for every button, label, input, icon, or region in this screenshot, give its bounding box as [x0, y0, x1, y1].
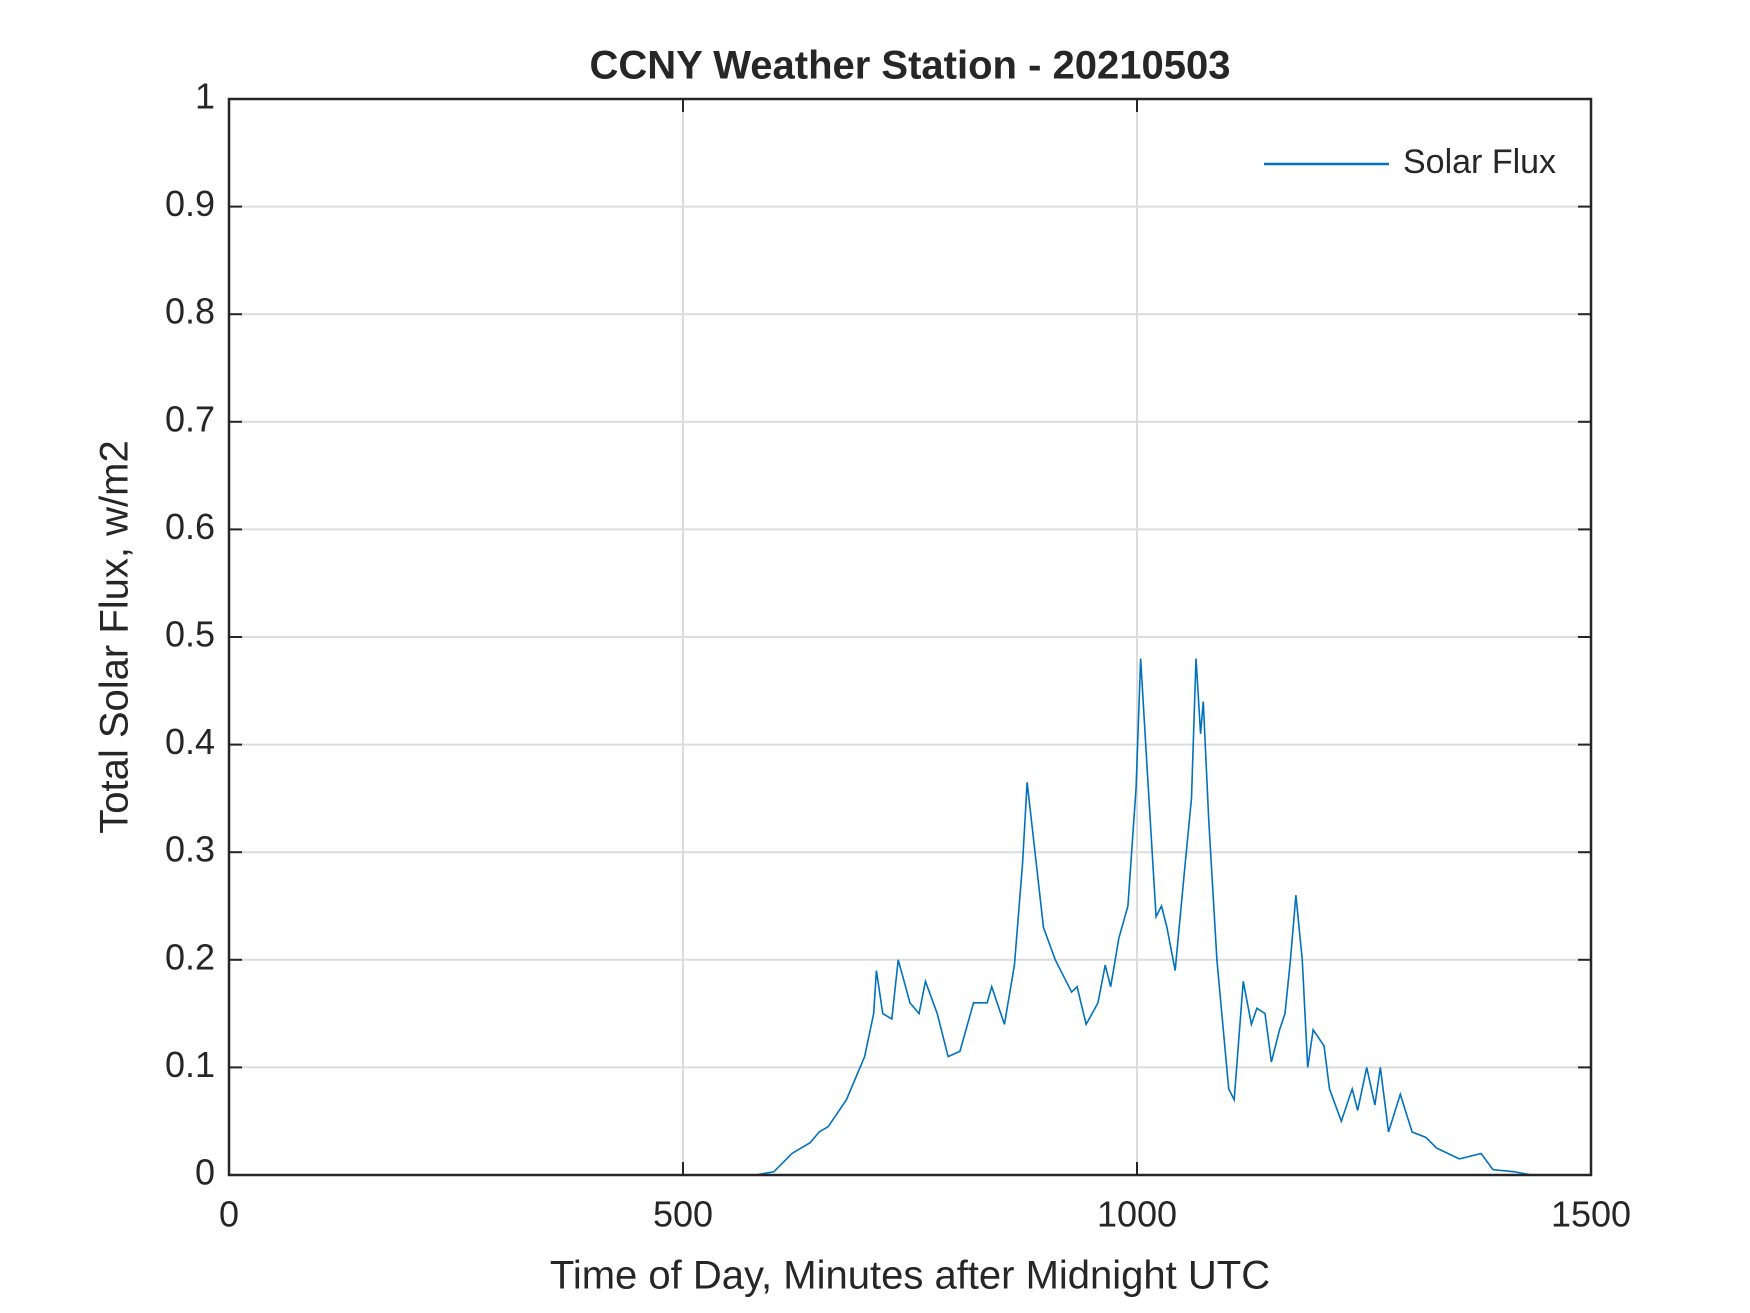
legend-label: Solar Flux — [1403, 143, 1556, 181]
y-tick-label: 0.2 — [165, 936, 215, 977]
x-axis-label: Time of Day, Minutes after Midnight UTC — [550, 1254, 1270, 1298]
x-tick-label: 1000 — [1097, 1194, 1177, 1235]
chart-title: CCNY Weather Station - 20210503 — [590, 44, 1231, 88]
y-tick-label: 0.7 — [165, 398, 215, 439]
y-tick-label: 0.8 — [165, 291, 215, 332]
plot-frame — [227, 97, 1593, 1177]
y-tick-label: 0.5 — [165, 614, 215, 655]
x-tick-label: 500 — [653, 1194, 713, 1235]
y-axis-label: Total Solar Flux, w/m2 — [93, 440, 137, 833]
data-line — [229, 658, 1537, 1176]
y-tick-label: 0.3 — [165, 829, 215, 870]
y-tick-label: 0.9 — [165, 183, 215, 224]
y-tick-label: 0.1 — [165, 1044, 215, 1085]
y-tick-label: 0 — [195, 1152, 215, 1193]
y-tick-label: 1 — [195, 76, 215, 117]
x-tick-label: 0 — [219, 1194, 239, 1235]
x-tick-label: 1500 — [1551, 1194, 1631, 1235]
y-tick-label: 0.4 — [165, 721, 215, 762]
y-tick-label: 0.6 — [165, 506, 215, 547]
